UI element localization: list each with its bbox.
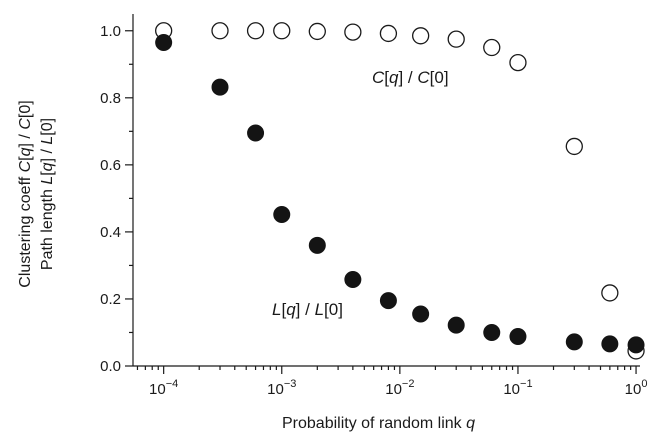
y-axis-title-line-part: [ xyxy=(17,156,34,161)
filled-point xyxy=(627,336,645,354)
y-axis-title-line-part: C xyxy=(17,118,34,130)
x-tick-base: 10 xyxy=(267,381,284,398)
y-axis-title-line: Clustering coeff C[q] / C[0] xyxy=(17,100,34,287)
open-point xyxy=(344,23,362,41)
series-annotation-part: ] / xyxy=(296,300,315,319)
x-tick-base: 10 xyxy=(385,381,402,398)
y-axis-title-line-part: [0] xyxy=(17,100,34,118)
x-tick-base: 10 xyxy=(149,381,166,398)
open-point xyxy=(601,284,619,302)
y-axis-title-line-part: [0] xyxy=(39,118,56,136)
y-axis-title-line-part: q xyxy=(39,162,56,171)
x-tick-exponent: −4 xyxy=(166,378,179,390)
series-annotation-part: C xyxy=(372,68,385,87)
y-axis-title-line-part: ] / xyxy=(17,130,34,148)
filled-point xyxy=(273,205,291,223)
x-tick-label: 10−2 xyxy=(385,378,414,398)
x-tick-label: 100 xyxy=(625,378,648,398)
y-axis-title-line-part: C xyxy=(17,160,34,172)
x-tick-exponent: −1 xyxy=(520,378,533,390)
series-annotation-part: q xyxy=(389,68,399,87)
y-axis-title-line-part: Clustering coeff xyxy=(17,172,34,287)
open-point xyxy=(509,53,527,72)
filled-point xyxy=(509,327,527,345)
filled-point xyxy=(565,333,583,351)
y-tick-label: 0.8 xyxy=(100,90,121,107)
open-point xyxy=(308,22,326,41)
x-tick-label: 10−1 xyxy=(503,378,532,398)
filled-point xyxy=(379,292,397,310)
y-axis-title-line-part: L xyxy=(39,176,56,185)
y-tick-label: 0.0 xyxy=(100,358,121,375)
y-axis-title-line-part: L xyxy=(39,136,56,145)
y-tick-label: 0.4 xyxy=(100,224,121,241)
x-axis-title: Probability of random link q xyxy=(282,415,475,432)
series-annotation-part: ] / xyxy=(398,68,417,87)
y-axis-title-line-part: q xyxy=(17,147,34,156)
x-tick-base: 10 xyxy=(625,381,642,398)
open-point xyxy=(447,30,465,48)
open-point xyxy=(211,22,229,40)
open-point xyxy=(483,38,501,57)
x-tick-exponent: −3 xyxy=(284,378,297,390)
y-axis-title-line: Path length L[q] / L[0] xyxy=(39,118,56,270)
filled-point xyxy=(211,78,229,96)
y-tick-label: 1.0 xyxy=(100,23,121,40)
series-annotation-part: L xyxy=(272,300,281,319)
series-annotation: C[q] / C[0] xyxy=(372,68,449,87)
series-annotation-part: [ xyxy=(281,300,286,319)
x-tick-base: 10 xyxy=(503,381,520,398)
y-axis-title-line-part: Path length xyxy=(39,185,56,270)
filled-point xyxy=(344,271,362,289)
series-annotation-part: C xyxy=(417,68,430,87)
x-axis-title-text: Probability of random link xyxy=(282,415,466,432)
open-point xyxy=(379,24,398,43)
y-axis-title-line-part: ] / xyxy=(39,145,56,163)
x-tick-exponent: 0 xyxy=(641,378,647,390)
filled-point xyxy=(483,323,501,341)
x-tick-label: 10−3 xyxy=(267,378,296,398)
filled-point xyxy=(601,335,619,353)
filled-point xyxy=(247,124,265,142)
filled-point xyxy=(155,33,173,51)
x-axis-title-variable: q xyxy=(466,415,475,432)
series-annotation: L[q] / L[0] xyxy=(272,300,343,319)
series-annotation-part: q xyxy=(286,300,296,319)
x-tick-exponent: −2 xyxy=(402,378,415,390)
series-annotation-part: [ xyxy=(384,68,389,87)
x-tick-label: 10−4 xyxy=(149,378,178,398)
open-point xyxy=(246,22,265,40)
chart-marks xyxy=(155,22,645,360)
series-annotation-part: L xyxy=(315,300,324,319)
y-axis-title-line-part: [ xyxy=(39,171,56,176)
chart-ticks xyxy=(125,30,637,374)
filled-point xyxy=(412,305,430,323)
filled-point xyxy=(308,236,326,254)
series-annotation-part: [0] xyxy=(324,300,343,319)
open-point xyxy=(273,22,291,40)
series-annotation-part: [0] xyxy=(430,68,449,87)
open-point xyxy=(412,27,430,45)
filled-point xyxy=(447,316,465,334)
chart-labels: 0.00.20.40.60.81.010−4 10−3 10−2 10−1 100C[q… xyxy=(17,23,647,432)
y-tick-label: 0.2 xyxy=(100,291,121,308)
y-tick-label: 0.6 xyxy=(100,157,121,174)
open-point xyxy=(565,137,583,156)
chart-axes xyxy=(132,14,640,367)
